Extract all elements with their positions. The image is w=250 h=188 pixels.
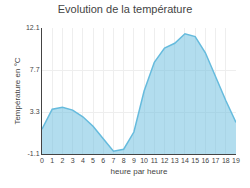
svg-text:14: 14 bbox=[181, 157, 189, 164]
svg-text:19: 19 bbox=[232, 157, 240, 164]
svg-text:17: 17 bbox=[212, 157, 220, 164]
svg-text:16: 16 bbox=[201, 157, 209, 164]
svg-text:8: 8 bbox=[122, 157, 126, 164]
svg-text:3: 3 bbox=[71, 157, 75, 164]
svg-text:13: 13 bbox=[171, 157, 179, 164]
svg-text:2: 2 bbox=[60, 157, 64, 164]
svg-text:1: 1 bbox=[50, 157, 54, 164]
svg-text:-1.1: -1.1 bbox=[28, 150, 40, 157]
svg-text:Evolution de la température: Evolution de la température bbox=[58, 3, 193, 15]
svg-text:9: 9 bbox=[132, 157, 136, 164]
svg-text:10: 10 bbox=[140, 157, 148, 164]
svg-text:4: 4 bbox=[81, 157, 85, 164]
svg-text:12: 12 bbox=[161, 157, 169, 164]
svg-text:heure par heure: heure par heure bbox=[111, 167, 168, 176]
svg-text:12.1: 12.1 bbox=[26, 24, 40, 31]
svg-text:0: 0 bbox=[40, 157, 44, 164]
svg-text:6: 6 bbox=[101, 157, 105, 164]
svg-text:3.3: 3.3 bbox=[30, 108, 40, 115]
svg-text:7: 7 bbox=[112, 157, 116, 164]
svg-text:11: 11 bbox=[151, 157, 158, 164]
svg-text:18: 18 bbox=[222, 157, 230, 164]
svg-text:7.7: 7.7 bbox=[30, 66, 40, 73]
svg-text:15: 15 bbox=[191, 157, 199, 164]
svg-text:Température en °C: Température en °C bbox=[13, 57, 22, 124]
svg-text:5: 5 bbox=[91, 157, 95, 164]
